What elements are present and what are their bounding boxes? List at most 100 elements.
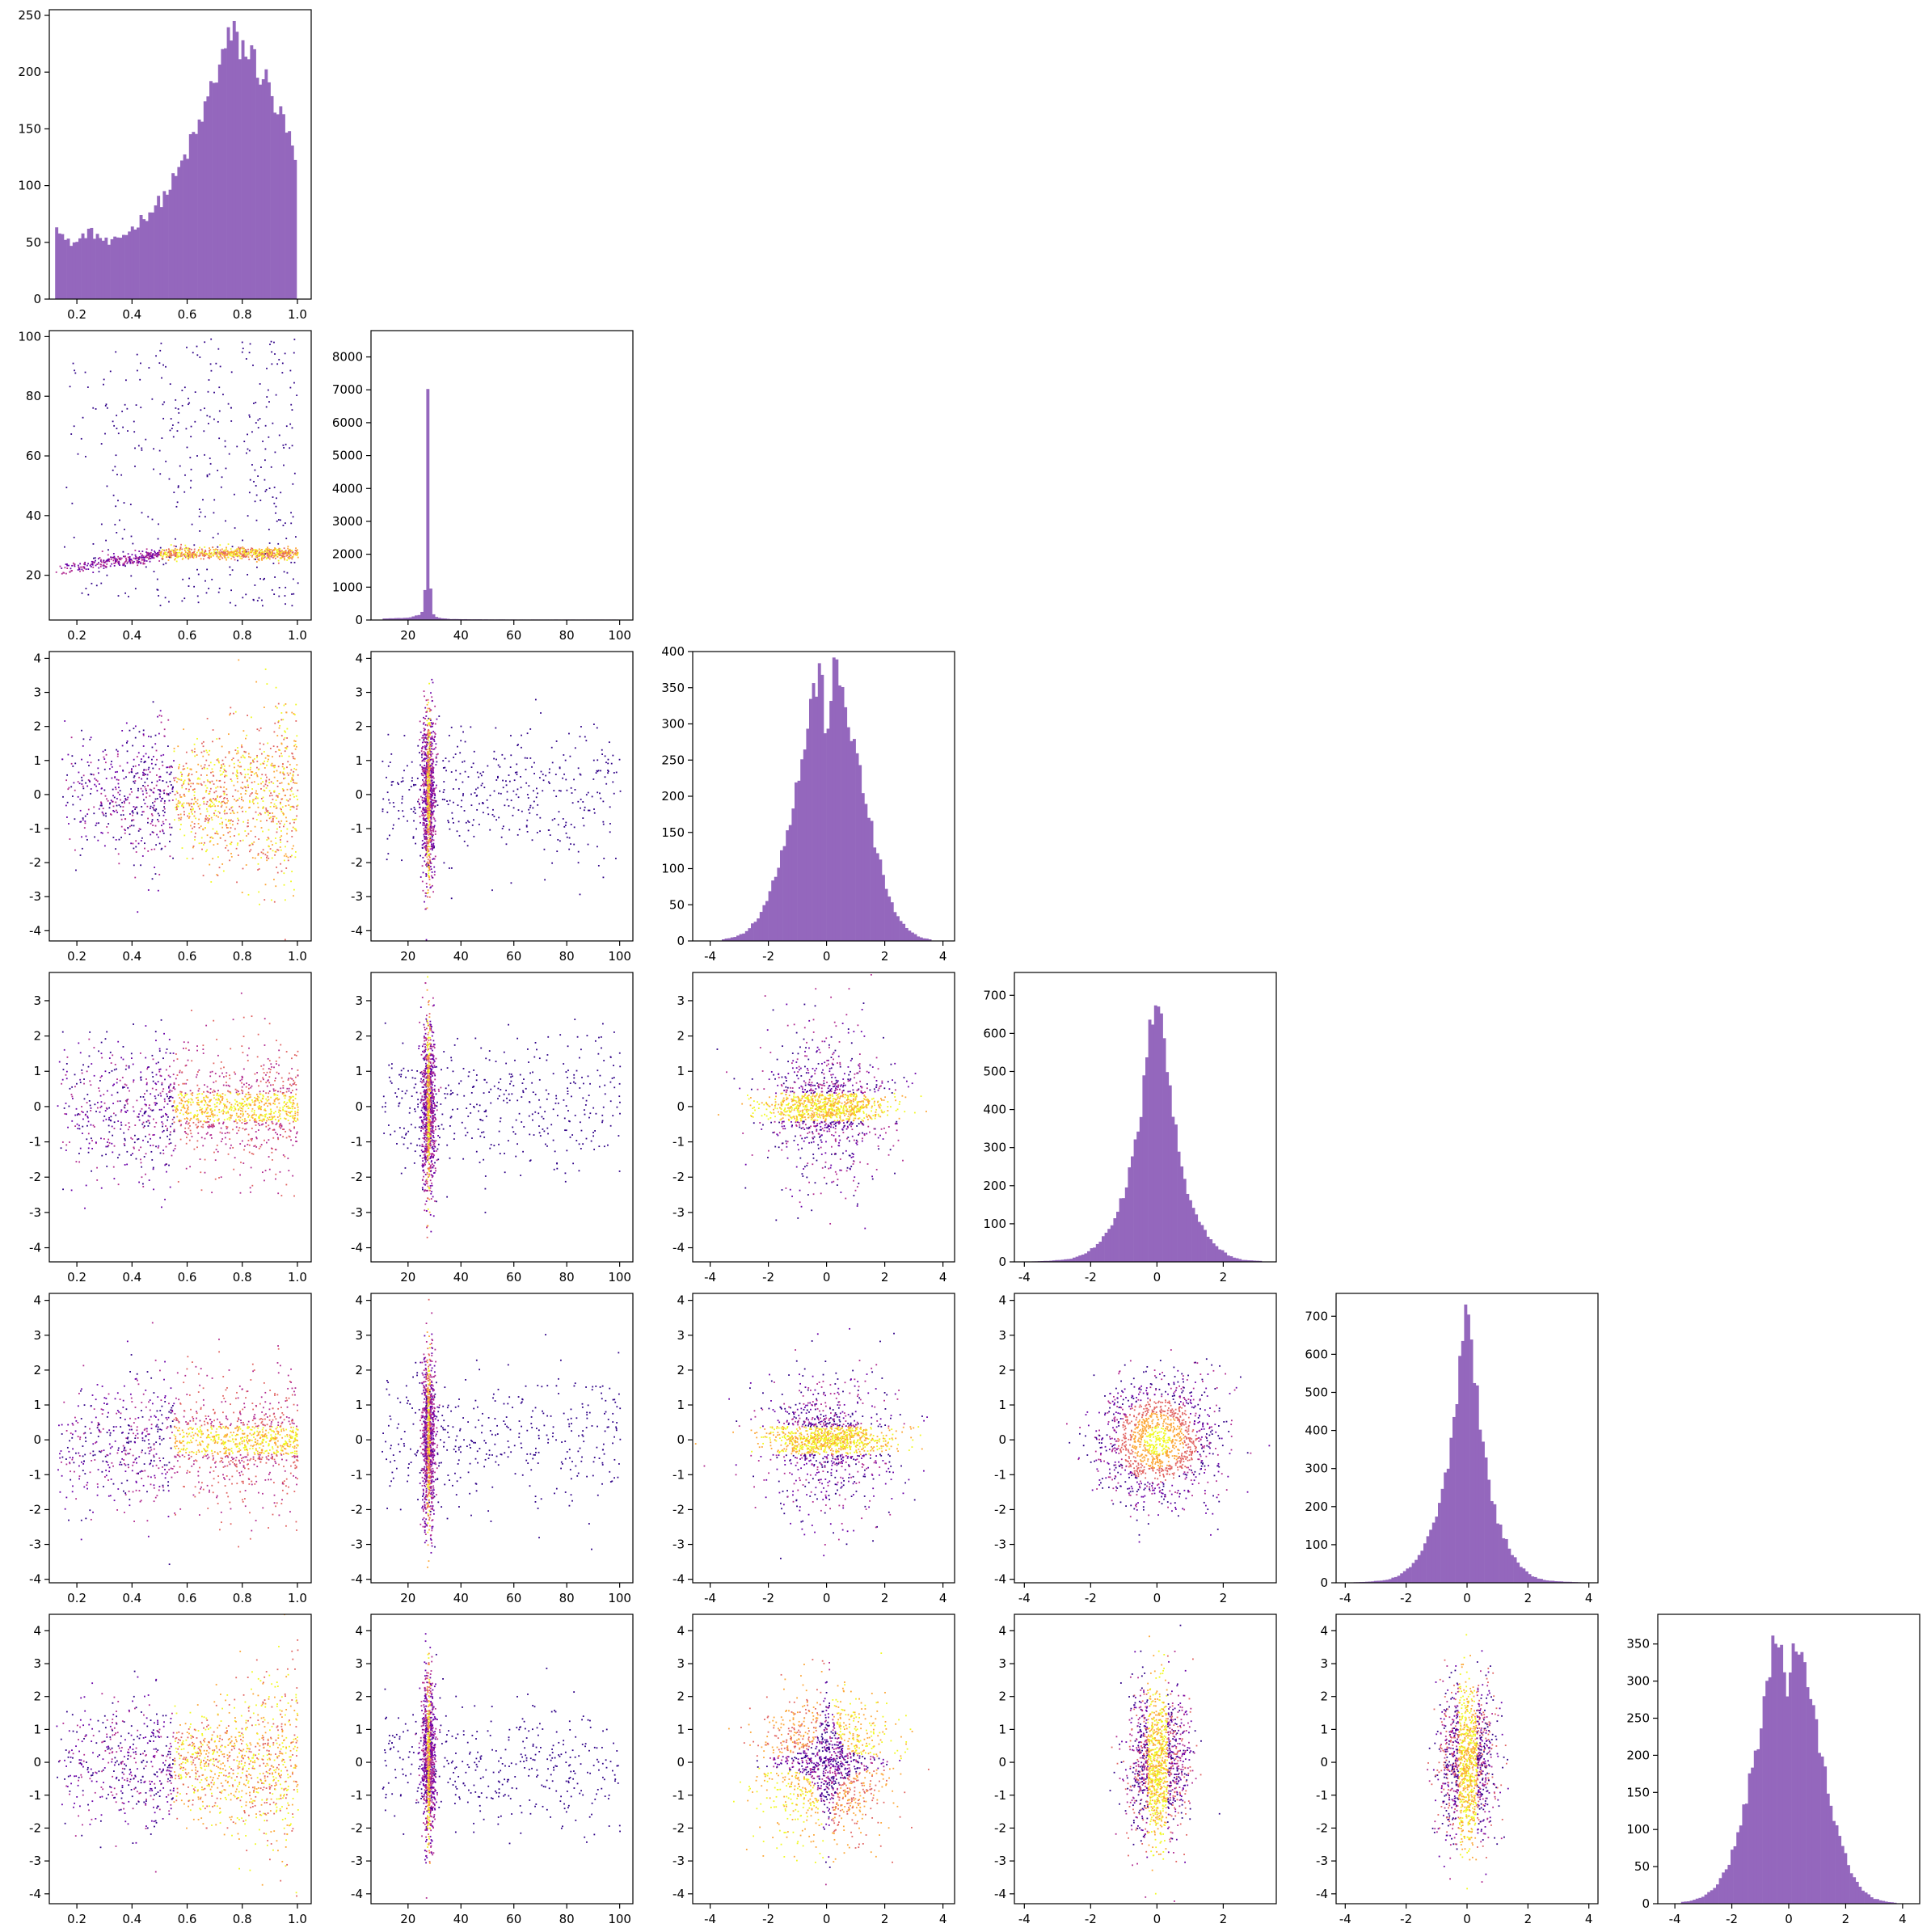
scatter-point xyxy=(539,830,541,833)
scatter-point xyxy=(158,560,161,562)
scatter-point xyxy=(175,807,178,808)
scatter-point xyxy=(209,815,210,816)
scatter-point xyxy=(90,788,92,790)
scatter-point xyxy=(500,836,503,838)
histogram-bar xyxy=(1377,1580,1381,1583)
scatter-point xyxy=(244,554,247,555)
x-tick-label: 20 xyxy=(400,949,415,964)
scatter-point xyxy=(175,407,177,409)
scatter-point xyxy=(213,764,216,766)
scatter-point xyxy=(388,799,390,801)
scatter-point xyxy=(176,430,179,432)
scatter-point xyxy=(205,592,208,594)
scatter-point xyxy=(248,845,251,846)
y-tick-label: 0 xyxy=(677,934,685,948)
scatter-point xyxy=(245,550,247,553)
scatter-point xyxy=(157,551,158,554)
scatter-point xyxy=(109,565,112,567)
scatter-point xyxy=(192,557,195,559)
scatter-point xyxy=(426,811,428,812)
scatter-point xyxy=(593,808,595,810)
scatter-point xyxy=(455,770,457,772)
scatter-point xyxy=(186,858,188,859)
scatter-point xyxy=(124,1111,126,1113)
scatter-point xyxy=(258,559,260,562)
scatter-point xyxy=(217,811,220,813)
scatter-point xyxy=(85,835,87,837)
scatter-point xyxy=(200,774,202,776)
scatter-point xyxy=(264,884,267,886)
scatter-point xyxy=(82,819,84,821)
scatter-point xyxy=(134,465,136,467)
histogram-bar xyxy=(1177,1151,1181,1262)
scatter-point xyxy=(129,825,131,828)
scatter-point xyxy=(90,563,92,566)
scatter-point xyxy=(154,873,157,875)
scatter-point xyxy=(428,772,430,774)
scatter-point xyxy=(78,566,80,568)
histogram-bar xyxy=(1104,1232,1108,1262)
scatter-point xyxy=(166,781,167,783)
scatter-point xyxy=(499,766,501,768)
scatter-point xyxy=(433,826,435,828)
scatter-point xyxy=(81,794,83,796)
scatter-point xyxy=(149,557,151,559)
scatter-point xyxy=(149,552,151,555)
scatter-point xyxy=(213,553,215,555)
x-tick-label: 100 xyxy=(608,949,631,964)
scatter-point xyxy=(428,846,431,848)
scatter-point xyxy=(197,783,200,785)
scatter-point xyxy=(230,420,233,422)
scatter-point xyxy=(158,595,160,597)
scatter-point xyxy=(428,874,430,876)
scatter-point xyxy=(295,703,297,706)
y-tick-label: 200 xyxy=(18,65,41,79)
histogram-bar xyxy=(1771,1635,1775,1904)
scatter-point xyxy=(276,831,278,833)
scatter-point xyxy=(293,845,294,847)
scatter-point xyxy=(197,763,200,766)
scatter-point xyxy=(442,791,445,793)
scatter-point xyxy=(173,750,175,753)
scatter-point xyxy=(81,779,83,782)
scatter-point xyxy=(432,775,434,778)
scatter-point xyxy=(250,1191,251,1193)
scatter-point xyxy=(213,1120,215,1122)
histogram-bar xyxy=(730,937,734,941)
scatter-point xyxy=(297,556,299,559)
scatter-point xyxy=(430,832,432,833)
scatter-point xyxy=(118,863,120,865)
scatter-point xyxy=(243,555,246,558)
scatter-point xyxy=(505,784,508,787)
histogram-bar xyxy=(1499,1524,1503,1583)
scatter-point xyxy=(424,740,425,743)
scatter-point xyxy=(165,819,167,820)
scatter-point xyxy=(293,828,296,830)
scatter-point xyxy=(213,549,215,550)
scatter-point xyxy=(122,814,124,816)
scatter-point xyxy=(232,550,234,553)
scatter-point xyxy=(130,788,133,790)
scatter-point xyxy=(493,790,495,792)
scatter-point xyxy=(152,554,154,556)
scatter-point xyxy=(112,809,115,812)
scatter-point xyxy=(424,819,426,821)
scatter-point xyxy=(296,805,298,808)
scatter-point xyxy=(506,799,508,801)
scatter-point xyxy=(209,553,212,555)
scatter-point xyxy=(120,559,122,561)
scatter-point xyxy=(101,832,103,834)
scatter-point xyxy=(276,548,279,550)
scatter-point xyxy=(185,787,188,790)
scatter-point xyxy=(248,352,251,354)
scatter-point xyxy=(264,767,266,769)
scatter-point xyxy=(129,813,131,815)
histogram-bar xyxy=(180,160,183,299)
scatter-point xyxy=(227,1112,230,1114)
scatter-point xyxy=(190,803,192,804)
scatter-point xyxy=(202,558,204,560)
scatter-point xyxy=(148,555,150,558)
scatter-point xyxy=(222,800,225,803)
scatter-point xyxy=(462,781,464,783)
scatter-point xyxy=(141,559,144,561)
